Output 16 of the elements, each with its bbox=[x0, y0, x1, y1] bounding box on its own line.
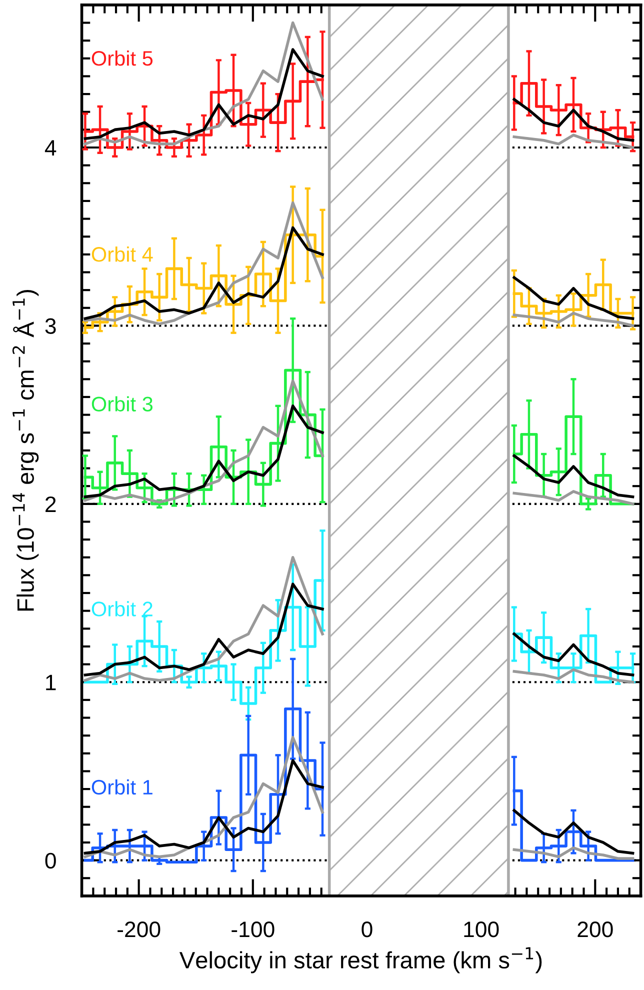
y-tick-label: 3 bbox=[45, 318, 56, 334]
x-axis-title: Velocity in star rest frame (km s$^{−1}$) bbox=[179, 947, 542, 974]
y-tick-label: 0 bbox=[45, 852, 56, 869]
text: Orbit 5 bbox=[92, 50, 153, 66]
y-tick-label: 1 bbox=[46, 674, 56, 690]
x-tick-label: 0 bbox=[362, 922, 372, 938]
y-tick-label: 4 bbox=[44, 140, 56, 156]
y-tick-label: 2 bbox=[46, 496, 56, 512]
text: Orbit 1 bbox=[92, 779, 152, 795]
text: Flux (10$^{−14}$ erg s$^{−1}$ cm$^{−2}$ Å$^{−1}$) bbox=[12, 290, 39, 611]
series-label: Orbit 4 bbox=[92, 246, 153, 262]
x-tick-label: 200 bbox=[578, 922, 613, 938]
x-tick-label: -100 bbox=[232, 922, 274, 938]
x-tick-label: -200 bbox=[118, 922, 160, 938]
text: Orbit 3 bbox=[92, 396, 153, 412]
x-tick-label: 100 bbox=[464, 922, 499, 938]
